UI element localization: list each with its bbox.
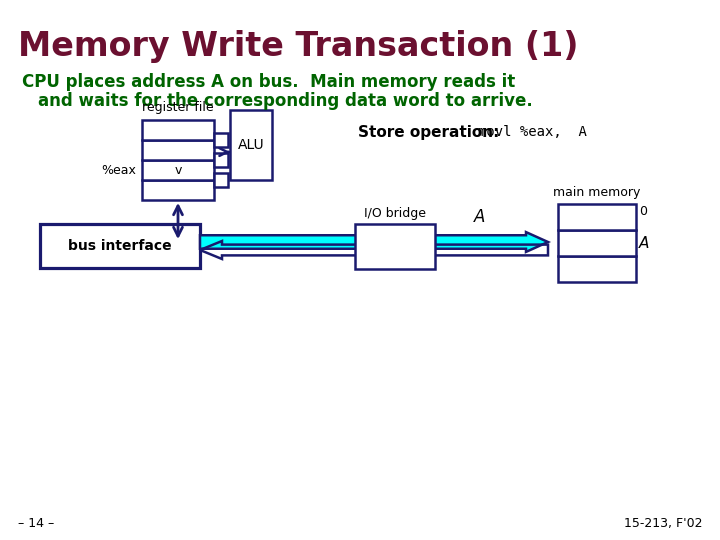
Bar xyxy=(230,110,272,180)
Text: Store operation:: Store operation: xyxy=(358,125,500,140)
Text: 0: 0 xyxy=(639,205,647,218)
Bar xyxy=(142,120,214,140)
Text: bus interface: bus interface xyxy=(68,239,172,253)
Bar xyxy=(40,224,200,268)
Text: 15-213, F'02: 15-213, F'02 xyxy=(624,517,702,530)
Text: main memory: main memory xyxy=(553,186,641,199)
Text: A: A xyxy=(474,208,486,226)
Text: v: v xyxy=(174,164,181,177)
Text: I/O bridge: I/O bridge xyxy=(364,206,426,219)
Bar xyxy=(355,224,435,268)
Text: register file: register file xyxy=(142,101,214,114)
Text: CPU places address A on bus.  Main memory reads it: CPU places address A on bus. Main memory… xyxy=(22,73,516,91)
Bar xyxy=(214,153,228,167)
Bar xyxy=(142,140,214,160)
Bar xyxy=(214,133,228,147)
Bar xyxy=(558,204,636,230)
Text: %eax: %eax xyxy=(101,164,136,177)
Bar xyxy=(558,230,636,256)
Text: and waits for the corresponding data word to arrive.: and waits for the corresponding data wor… xyxy=(38,92,533,110)
Bar xyxy=(558,256,636,282)
Text: ALU: ALU xyxy=(238,138,264,152)
Text: Memory Write Transaction (1): Memory Write Transaction (1) xyxy=(18,30,578,63)
Text: movl %eax,  A: movl %eax, A xyxy=(478,125,587,139)
FancyArrow shape xyxy=(200,232,548,252)
Bar xyxy=(214,173,228,187)
Text: – 14 –: – 14 – xyxy=(18,517,54,530)
Text: A: A xyxy=(639,235,649,251)
Bar xyxy=(142,180,214,200)
Bar xyxy=(142,160,214,180)
